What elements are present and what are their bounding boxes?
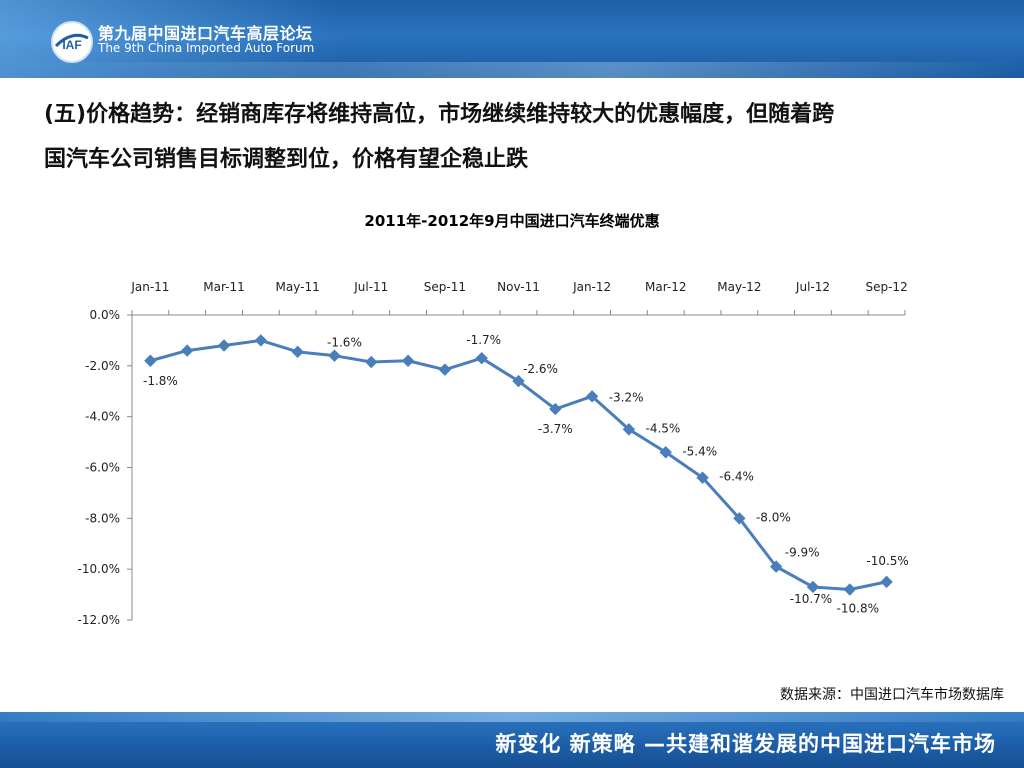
data-point	[880, 575, 893, 589]
data-label: -2.6%	[523, 362, 558, 376]
data-point	[585, 390, 599, 403]
x-tick-label: May-12	[717, 280, 761, 294]
data-label: -6.4%	[719, 470, 754, 484]
data-point	[696, 471, 709, 484]
data-point	[291, 345, 304, 359]
headline-line-1: (五)价格趋势：经销商库存将维持高位，市场继续维持较大的优惠幅度，但随着跨	[44, 102, 835, 127]
data-label: -1.7%	[466, 333, 501, 347]
line-chart: Jan-11 Mar-11 May-11 Jul-11 Sep-11 Nov-11 Jan-…	[78, 280, 909, 627]
data-point	[769, 560, 783, 573]
header-light-streak	[0, 62, 1024, 78]
data-point	[328, 349, 341, 362]
data-point	[365, 355, 378, 369]
footer-band: 新变化 新策略 —共建和谐发展的中国进口汽车市场	[0, 712, 1024, 768]
x-tick-label: Jul-12	[795, 280, 830, 294]
x-tick-label: Sep-12	[865, 280, 907, 294]
data-point	[659, 446, 672, 459]
data-label: -10.8%	[837, 602, 879, 616]
x-tick-label: Mar-11	[203, 280, 244, 294]
data-label: -1.6%	[327, 336, 362, 350]
data-point	[512, 374, 525, 388]
logo-text: IAF	[62, 38, 81, 52]
source-note: 数据来源：中国进口汽车市场数据库	[780, 687, 1004, 703]
y-tick-label: -8.0%	[85, 511, 120, 525]
data-point	[217, 339, 231, 352]
forum-title-cn: 第九届中国进口汽车高层论坛	[98, 24, 313, 43]
data-point	[181, 344, 194, 357]
data-point	[438, 363, 452, 376]
data-point	[806, 580, 820, 594]
header-band: IAF 第九届中国进口汽车高层论坛 The 9th China Imported…	[0, 0, 1024, 78]
y-tick-label: -2.0%	[85, 359, 120, 373]
x-tick-label: Jan-12	[572, 280, 611, 294]
x-tick-label: Sep-11	[424, 280, 466, 294]
data-label: -4.5%	[646, 421, 681, 435]
data-point	[843, 583, 856, 596]
data-label: -10.7%	[790, 592, 832, 606]
data-label: -10.5%	[866, 554, 908, 568]
chart-title: 2011年-2012年9月中国进口汽车终端优惠	[364, 212, 660, 230]
data-label: -5.4%	[682, 444, 717, 458]
data-point	[475, 352, 488, 365]
y-tick-label: -6.0%	[85, 461, 120, 475]
x-tick-label: Jul-11	[353, 280, 388, 294]
data-label: -1.8%	[143, 374, 178, 388]
headline-line-2: 国汽车公司销售目标调整到位，价格有望企稳止跌	[44, 147, 529, 172]
data-label: -8.0%	[756, 510, 791, 524]
data-point	[254, 334, 268, 347]
y-tick-label: 0.0%	[90, 308, 121, 322]
data-point	[733, 512, 746, 525]
data-point	[144, 354, 157, 367]
y-tick-label: -12.0%	[78, 613, 120, 627]
data-point	[549, 402, 562, 416]
iaf-logo-icon: IAF	[51, 21, 93, 63]
y-tick-label: -10.0%	[78, 562, 120, 576]
y-tick-label: -4.0%	[85, 410, 120, 424]
footer-slogan: 新变化 新策略 —共建和谐发展的中国进口汽车市场	[495, 732, 996, 756]
data-label: -9.9%	[785, 546, 820, 560]
x-tick-label: Nov-11	[497, 280, 540, 294]
headline: (五)价格趋势：经销商库存将维持高位，市场继续维持较大的优惠幅度，但随着跨 国汽…	[44, 92, 1004, 182]
forum-title-en: The 9th China Imported Auto Forum	[98, 41, 315, 55]
x-tick-label: Jan-11	[130, 280, 169, 294]
footer-light-streak	[0, 712, 1024, 722]
data-point	[622, 423, 636, 436]
x-tick-label: May-11	[276, 280, 320, 294]
x-tick-label: Mar-12	[645, 280, 686, 294]
data-point	[401, 354, 415, 367]
data-label: -3.7%	[538, 422, 573, 436]
data-label: -3.2%	[609, 390, 644, 404]
